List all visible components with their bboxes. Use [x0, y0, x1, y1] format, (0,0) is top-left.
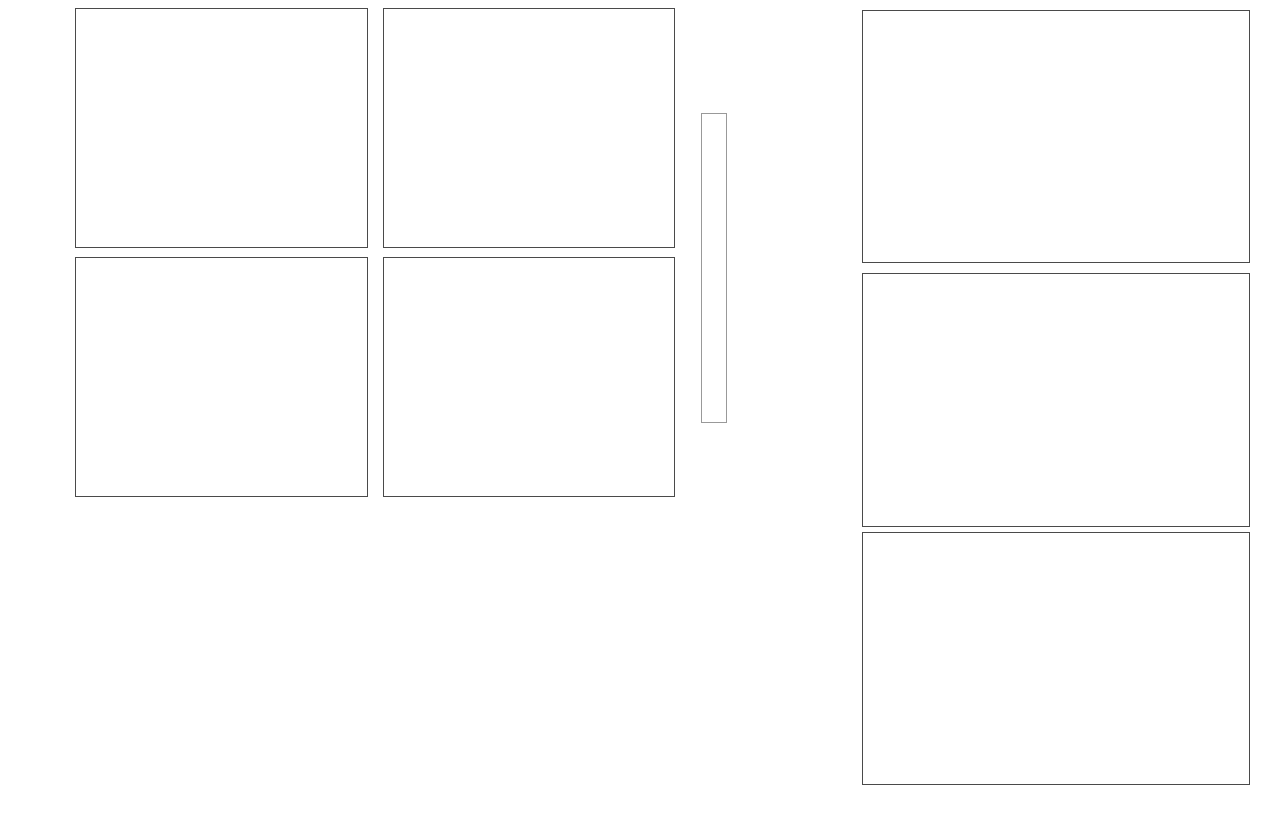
legend-item	[92, 635, 119, 651]
legend-item	[92, 589, 119, 605]
gv-scatter-canvas-zr	[863, 533, 1249, 784]
legend-item	[1086, 579, 1104, 595]
colorbar	[701, 113, 727, 423]
dos-experimental-svg	[75, 558, 413, 787]
sqe-map-hf	[75, 257, 368, 497]
legend-dot	[1089, 298, 1094, 303]
legend-dot	[1089, 57, 1094, 62]
legend-dot	[1089, 585, 1094, 590]
dos-experimental-chart	[75, 558, 413, 787]
gv-chart-ta	[862, 10, 1250, 263]
legend-item	[1086, 24, 1104, 40]
legend-item	[487, 566, 514, 582]
legend-line-swatch	[92, 619, 111, 622]
sqe-heatmap-canvas-zr	[384, 258, 674, 496]
legend-line-swatch	[487, 642, 506, 645]
legend-dot	[1089, 558, 1094, 563]
gv-chart-zr	[862, 532, 1250, 785]
gv-chart-hf	[862, 273, 1250, 527]
legend-item	[487, 635, 514, 651]
sqe-heatmap-canvas-nbfesb	[76, 9, 367, 247]
gv-scatter-canvas-ta	[863, 11, 1249, 262]
legend-dot	[1089, 325, 1094, 330]
legend-item	[1086, 51, 1104, 67]
legend-line-swatch	[92, 642, 111, 645]
sqe-map-zr	[383, 257, 675, 497]
legend-line-swatch	[92, 596, 111, 599]
legend-item	[487, 589, 514, 605]
gv-scatter-canvas-hf	[863, 274, 1249, 526]
legend-item	[92, 566, 119, 582]
legend-dot	[1089, 30, 1094, 35]
sqe-map-nbfesb	[75, 8, 368, 248]
legend-line-swatch	[487, 619, 506, 622]
legend-item	[1086, 552, 1104, 568]
legend-item	[487, 612, 514, 628]
legend-line-swatch	[487, 596, 506, 599]
dos-calculated-svg	[470, 558, 805, 787]
sqe-heatmap-canvas-hf	[76, 258, 367, 496]
legend-line-swatch	[92, 573, 111, 576]
legend-item	[1086, 319, 1104, 335]
dos-calculated-chart	[470, 558, 805, 787]
sqe-heatmap-canvas-ta	[384, 9, 674, 247]
legend-item	[92, 612, 119, 628]
legend-item	[1086, 292, 1104, 308]
sqe-map-ta	[383, 8, 675, 248]
legend-line-swatch	[487, 573, 506, 576]
